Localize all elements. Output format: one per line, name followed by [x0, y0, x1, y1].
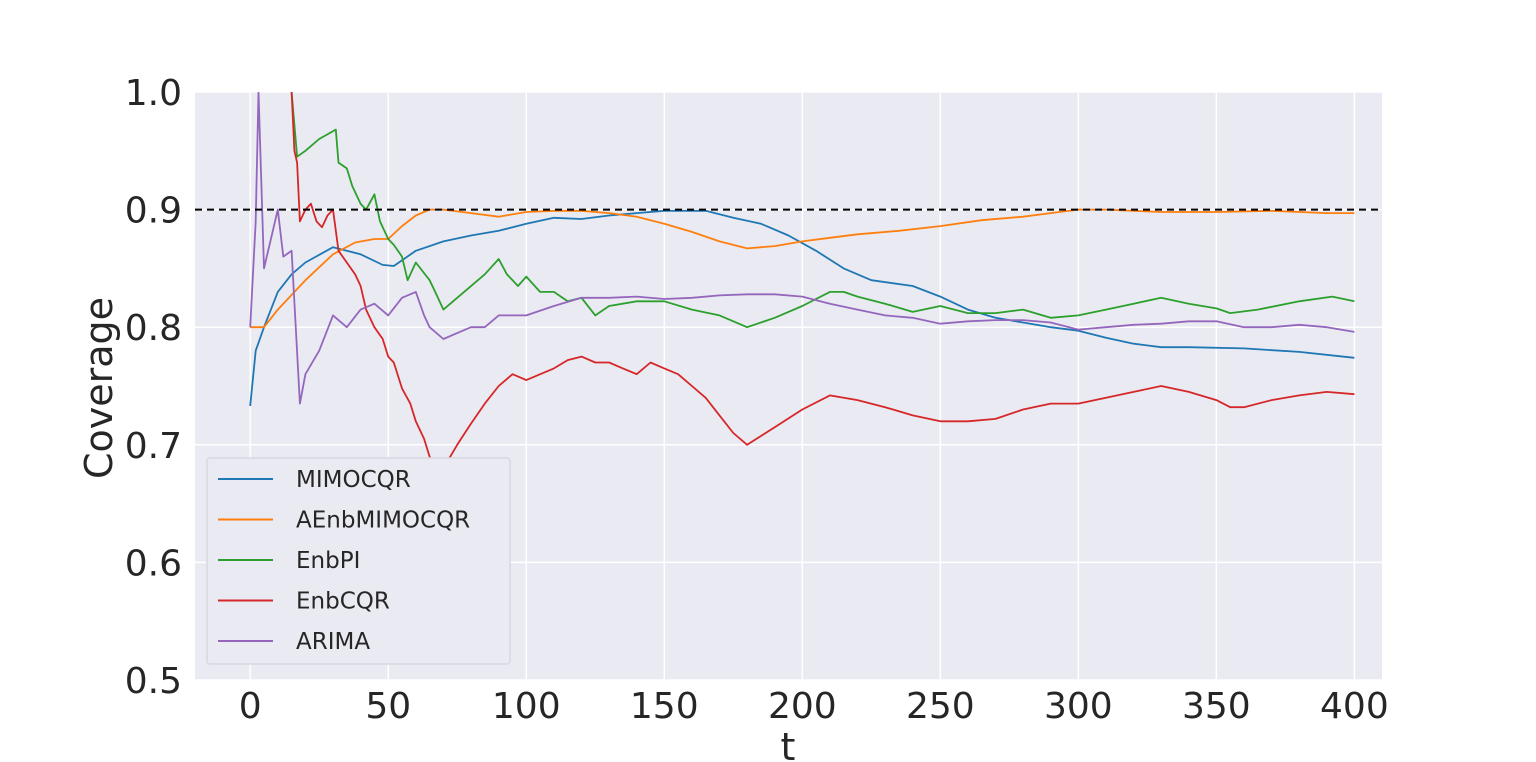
- legend-label-mimocqr: MIMOCQR: [296, 467, 411, 493]
- y-tick-label: 0.8: [125, 308, 182, 349]
- series-line-aenbmimocqr: [250, 208, 1355, 329]
- x-tick-label: 400: [1320, 686, 1389, 727]
- x-tick-label: 150: [630, 686, 699, 727]
- legend-label-enbpi: EnbPI: [296, 548, 360, 574]
- series-line-enbcqr: [290, 92, 1355, 476]
- legend-box: [206, 457, 511, 665]
- y-tick-label: 0.6: [125, 543, 182, 584]
- y-tick-label: 1.0: [125, 73, 182, 114]
- series-lines: [249, 92, 1355, 476]
- y-tick-labels: 0.5 0.6 0.7 0.8 0.9 1.0: [125, 73, 182, 702]
- x-tick-label: 200: [768, 686, 837, 727]
- y-tick-label: 0.7: [125, 426, 182, 467]
- legend-label-aenbmimocqr: AEnbMIMOCQR: [296, 508, 470, 534]
- x-tick-label: 300: [1044, 686, 1113, 727]
- x-axis-label: t: [781, 725, 796, 762]
- series-line-arima: [249, 92, 1355, 405]
- x-tick-labels: 0 50 100 150 200 250 300 350 400: [239, 686, 1389, 727]
- legend: MIMOCQR AEnbMIMOCQR EnbPI EnbCQR ARIMA: [206, 457, 511, 665]
- x-tick-label: 350: [1182, 686, 1251, 727]
- legend-label-enbcqr: EnbCQR: [296, 589, 390, 615]
- y-axis-label: Coverage: [77, 297, 121, 479]
- series-line-enbpi: [290, 92, 1355, 329]
- x-tick-label: 100: [492, 686, 561, 727]
- x-tick-label: 0: [239, 686, 262, 727]
- y-tick-label: 0.5: [125, 661, 182, 702]
- x-tick-label: 50: [365, 686, 411, 727]
- series-line-mimocqr: [249, 209, 1355, 407]
- x-tick-label: 250: [906, 686, 975, 727]
- legend-label-arima: ARIMA: [296, 629, 370, 655]
- y-tick-label: 0.9: [125, 191, 182, 232]
